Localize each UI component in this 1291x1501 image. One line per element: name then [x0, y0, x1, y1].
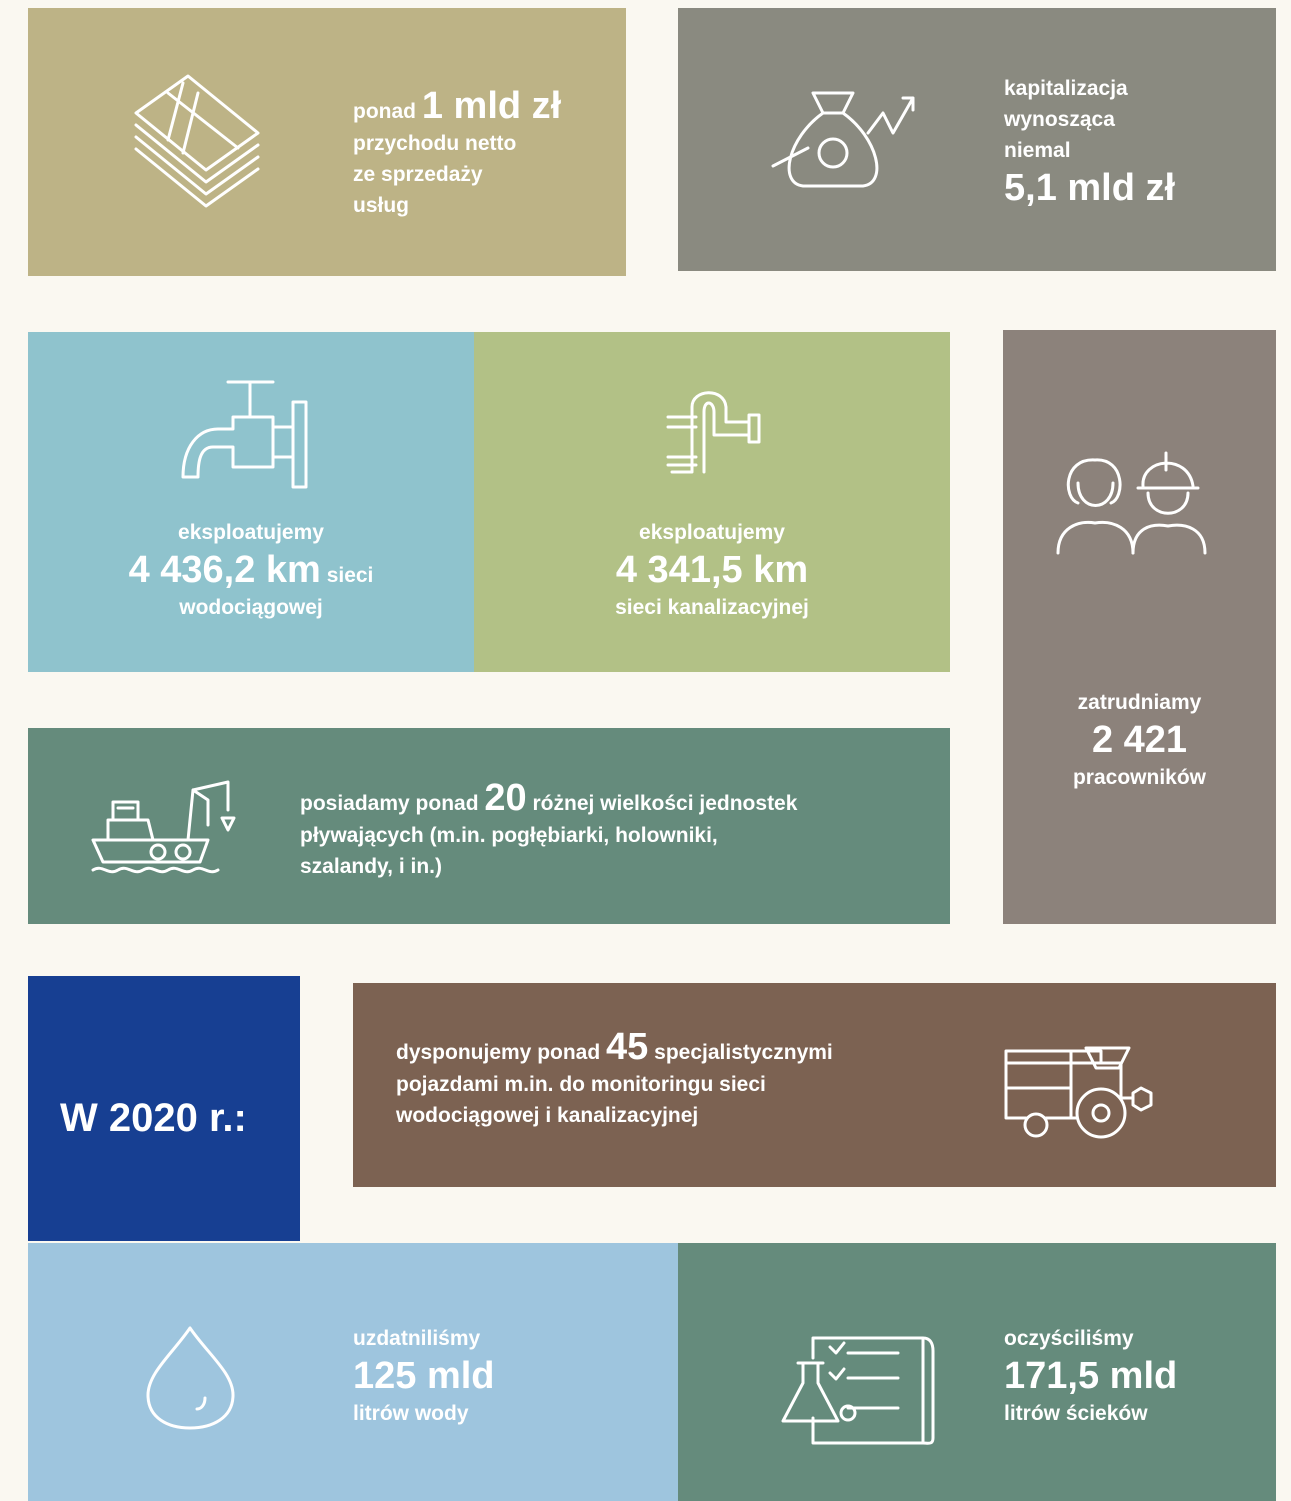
text: specjalistycznymi [654, 1041, 833, 1064]
pipe-icon [666, 391, 761, 474]
employees-tile: zatrudniamy 2 421 pracowników [1003, 330, 1276, 924]
tail: sieci kanalizacyjnej [615, 596, 809, 619]
line: pływających (m.in. pogłębiarki, holownik… [300, 824, 718, 847]
line: niemal [1004, 139, 1071, 162]
lead: posiadamy ponad [300, 792, 479, 815]
tail: litrów wody [353, 1402, 469, 1425]
vehicle-icon [1004, 1046, 1153, 1139]
value: 125 mld [353, 1355, 495, 1397]
water-network-tile: eksploatujemy 4 436,2 km sieci wodociągo… [28, 332, 474, 672]
money-icon [134, 74, 260, 208]
line: pojazdami m.in. do monitoringu sieci [396, 1073, 766, 1096]
treated-water-tile: uzdatniliśmy 125 mld litrów wody [28, 1243, 678, 1501]
treated-sewage-tile: oczyściliśmy 171,5 mld litrów ścieków [678, 1243, 1276, 1501]
value: 4 436,2 km [128, 549, 321, 591]
sewer-network-tile: eksploatujemy 4 341,5 km sieci kanalizac… [474, 332, 950, 672]
vehicles-text: dysponujemy ponad 45 specjalistycznymi p… [396, 1025, 833, 1131]
tail: wodociągowej [179, 596, 323, 619]
tap-icon [181, 380, 308, 489]
value: 4 341,5 km [615, 549, 809, 591]
tail: pracowników [1072, 766, 1207, 789]
line: usług [353, 194, 409, 217]
capitalization-text: kapitalizacja wynosząca niemal 5,1 mld z… [1004, 73, 1175, 210]
line: szalandy, i in.) [300, 855, 442, 878]
lead: eksploatujemy [178, 521, 324, 544]
ship-icon [91, 780, 236, 874]
vehicles-tile: dysponujemy ponad 45 specjalistycznymi p… [353, 983, 1276, 1187]
capitalization-tile: kapitalizacja wynosząca niemal 5,1 mld z… [678, 8, 1276, 271]
line: ze sprzedaży [353, 163, 483, 186]
lead: uzdatniliśmy [353, 1327, 481, 1350]
sewer-network-text: eksploatujemy 4 341,5 km sieci kanalizac… [474, 517, 950, 623]
water-network-text: eksploatujemy 4 436,2 km sieci wodociągo… [28, 517, 474, 623]
drop-icon [146, 1326, 235, 1430]
vessels-tile: posiadamy ponad 20 różnej wielkości jedn… [28, 728, 950, 924]
lab-icon [781, 1336, 935, 1445]
revenue-text: ponad 1 mld zł przychodu netto ze sprzed… [353, 84, 561, 221]
value: 20 [484, 777, 527, 819]
line: wodociągowej i kanalizacyjnej [396, 1104, 699, 1127]
lead: oczyściliśmy [1004, 1327, 1134, 1350]
text: różnej wielkości jednostek [532, 792, 798, 815]
bag-icon [771, 91, 915, 188]
lead: ponad [353, 100, 416, 123]
line: przychodu netto [353, 132, 517, 155]
tail: litrów ścieków [1004, 1402, 1148, 1425]
lead: zatrudniamy [1077, 691, 1202, 714]
lead: dysponujemy ponad [396, 1041, 601, 1064]
line: kapitalizacja [1004, 77, 1128, 100]
revenue-tile: ponad 1 mld zł przychodu netto ze sprzed… [28, 8, 626, 276]
lead: eksploatujemy [639, 521, 785, 544]
value: 5,1 mld zł [1004, 167, 1176, 209]
value: 171,5 mld [1004, 1355, 1178, 1397]
unit: sieci [326, 564, 374, 587]
treated-water-text: uzdatniliśmy 125 mld litrów wody [353, 1323, 495, 1429]
employees-text: zatrudniamy 2 421 pracowników [1003, 687, 1276, 793]
treated-sewage-text: oczyściliśmy 171,5 mld litrów ścieków [1004, 1323, 1177, 1429]
value: 2 421 [1091, 719, 1188, 761]
year-title: W 2020 r.: [60, 1096, 247, 1140]
people-icon [1056, 451, 1207, 555]
year-tile: W 2020 r.: [28, 976, 300, 1241]
vessels-text: posiadamy ponad 20 różnej wielkości jedn… [300, 776, 797, 882]
value: 45 [606, 1026, 649, 1068]
line: wynosząca [1004, 108, 1115, 131]
value: 1 mld zł [421, 85, 562, 127]
